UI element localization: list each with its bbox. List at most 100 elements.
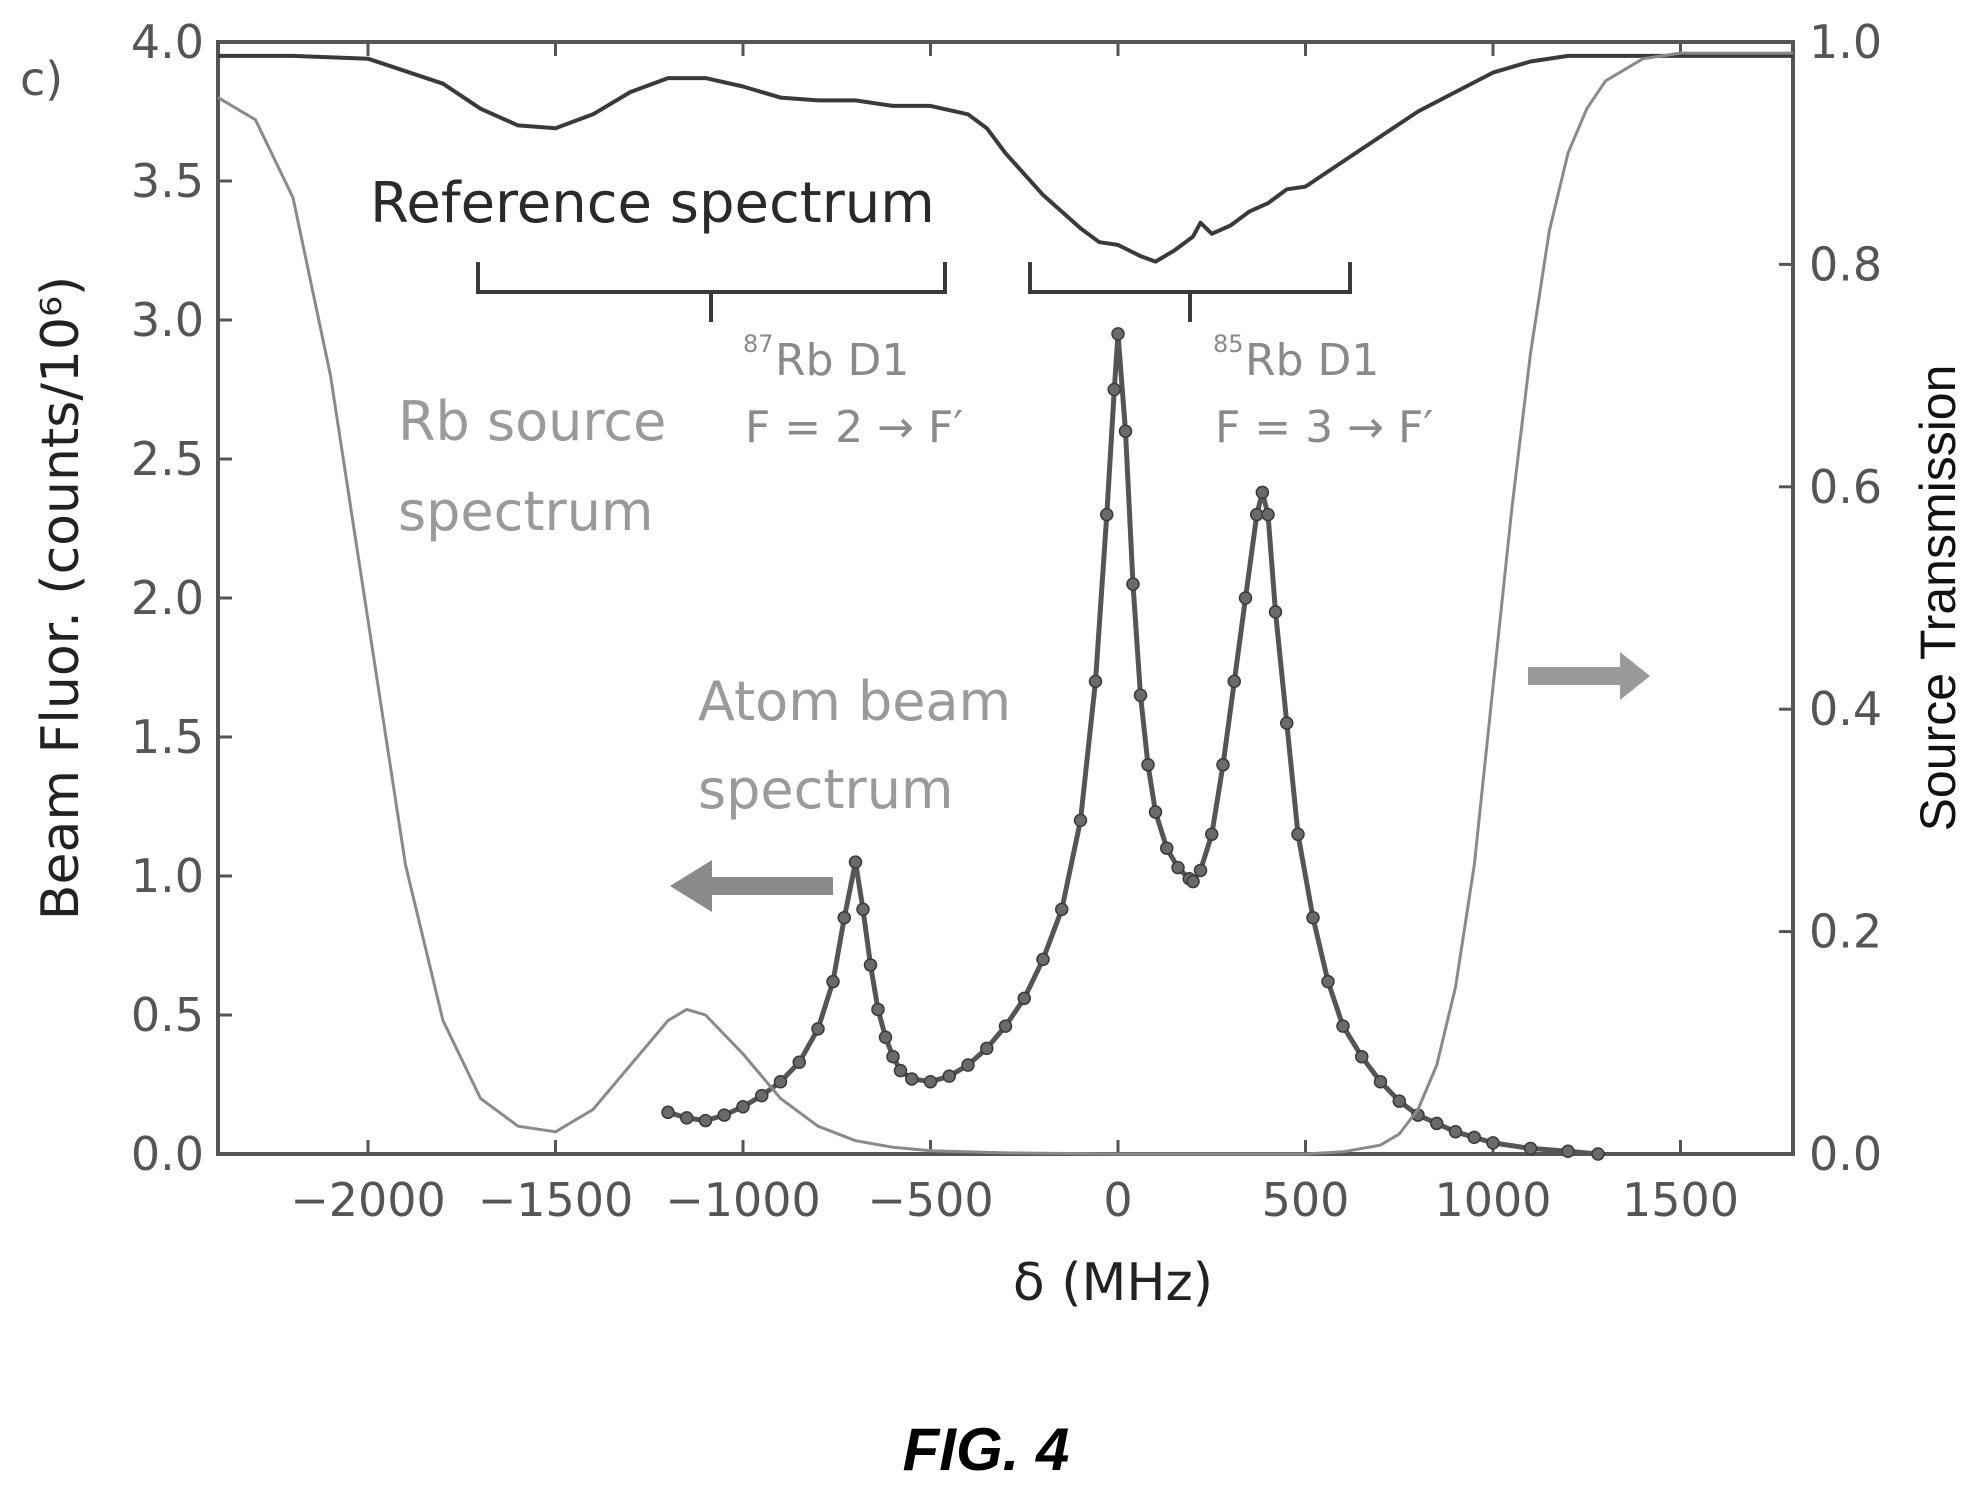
atom-beam-data-point — [717, 1108, 731, 1122]
x-axis-title: δ (MHz) — [1013, 1253, 1213, 1313]
atom-beam-data-point — [1268, 605, 1283, 619]
y2-tick-label: 0.8 — [1809, 237, 1882, 291]
atom-beam-data-point — [961, 1058, 975, 1072]
reference-spectrum-label: Reference spectrum — [370, 171, 935, 236]
y-tick-label: 2.5 — [131, 432, 204, 486]
x-tick-label: −2000 — [290, 1173, 446, 1227]
x-tick-label: 500 — [1262, 1173, 1350, 1227]
atom-beam-data-point — [856, 902, 870, 917]
atom-beam-data-point — [826, 974, 840, 989]
atom-beam-data-point — [1261, 507, 1275, 522]
atom-beam-data-point — [1133, 688, 1148, 703]
atom-beam-data-point — [1306, 910, 1320, 925]
y2-axis-ticks: 0.0 0.2 0.4 0.6 0.8 1.0 — [1779, 15, 1882, 1181]
y-tick-label: 3.5 — [131, 154, 204, 208]
atom-beam-data-point — [837, 910, 851, 925]
atom-beam-data-point — [1591, 1147, 1605, 1161]
y-tick-label: 2.0 — [131, 571, 204, 625]
y-tick-label: 4.0 — [131, 15, 204, 69]
atom-beam-data-point — [773, 1074, 788, 1089]
x-tick-label: 1000 — [1434, 1173, 1551, 1227]
panel-label: c) — [20, 52, 63, 106]
atom-beam-data-point — [942, 1069, 956, 1083]
y2-tick-label: 0.0 — [1809, 1127, 1882, 1181]
atom-beam-data-point — [1160, 841, 1174, 855]
atom-beam-data-point — [1291, 827, 1305, 842]
atom-beam-data-point — [1448, 1125, 1463, 1139]
atom-beam-data-point — [1111, 327, 1125, 341]
atom-beam-label-line1: Atom beam — [698, 670, 1011, 733]
atom-beam-data-point — [1373, 1074, 1388, 1089]
atom-beam-data-point — [1561, 1144, 1575, 1158]
y-tick-label: 0.0 — [131, 1127, 204, 1181]
atom-beam-data-point — [1100, 507, 1114, 522]
y-axis-title: Beam Fluor. (counts/10⁶) — [31, 276, 91, 920]
x-tick-label: −500 — [867, 1173, 993, 1227]
rb87-bracket — [476, 262, 947, 322]
atom-beam-data-point — [1205, 827, 1219, 842]
y-tick-label: 1.5 — [131, 710, 204, 764]
y-tick-label: 3.0 — [131, 293, 204, 347]
x-tick-label: 0 — [1103, 1173, 1132, 1227]
atom-beam-data-point — [1216, 758, 1230, 772]
atom-beam-data-point — [1148, 805, 1163, 819]
atom-beam-data-point — [848, 855, 863, 869]
y-tick-label: 1.0 — [131, 849, 204, 903]
atom-beam-data-point — [1355, 1049, 1369, 1064]
y2-tick-label: 0.2 — [1809, 905, 1882, 959]
x-tick-label: 1500 — [1622, 1173, 1739, 1227]
y2-tick-label: 0.6 — [1809, 460, 1882, 514]
atom-beam-data-point — [1088, 674, 1103, 689]
right-arrow-icon — [1528, 652, 1650, 700]
atom-beam-data-point — [1392, 1094, 1406, 1108]
rb87-transition: F = 2 → F′ — [745, 402, 963, 453]
atom-beam-data-point — [1238, 591, 1253, 605]
rb85-bracket — [1028, 262, 1352, 322]
atom-beam-label-line2: spectrum — [698, 758, 954, 821]
y2-axis-title: Source Transmission — [1910, 365, 1966, 832]
y-tick-label: 0.5 — [131, 988, 204, 1042]
atom-beam-data-point — [923, 1074, 938, 1089]
atom-beam-data-point — [1186, 874, 1200, 889]
atom-beam-data-point — [1321, 974, 1335, 989]
atom-beam-data-point — [736, 1099, 750, 1114]
rb-source-spectrum-line — [217, 51, 1793, 1156]
atom-beam-data-point — [1141, 758, 1155, 772]
atom-beam-data-point — [755, 1088, 769, 1103]
atom-beam-data-point — [905, 1072, 919, 1086]
atom-beam-data-point — [1486, 1136, 1500, 1150]
x-axis-ticks: −2000 −1500 −1000 −500 0 500 1000 1500 — [290, 42, 1739, 1227]
rb87-label: Rb D1 — [775, 335, 909, 386]
atom-beam-data-point — [792, 1055, 806, 1070]
rb85-label: Rb D1 — [1245, 335, 1379, 386]
y-axis-ticks: 0.0 0.5 1.0 1.5 2.0 2.5 3.0 3.5 4.0 — [131, 15, 232, 1181]
atom-beam-data-point — [661, 1105, 675, 1120]
rb85-transition: F = 3 → F′ — [1215, 402, 1433, 453]
atom-beam-data-point — [863, 958, 878, 972]
atom-beam-data-point — [1193, 863, 1208, 878]
atom-beam-data-point — [1227, 674, 1241, 689]
atom-beam-data-point — [1118, 424, 1133, 438]
atom-beam-data-point — [1250, 507, 1264, 522]
atom-beam-data-point — [886, 1049, 900, 1064]
atom-beam-data-point — [1280, 716, 1294, 730]
atom-beam-data-point — [1255, 485, 1270, 500]
left-arrow-icon — [670, 860, 833, 912]
atom-beam-data-point — [1017, 991, 1031, 1006]
y2-tick-label: 1.0 — [1809, 15, 1882, 69]
atom-beam-data-point — [1467, 1130, 1481, 1145]
atom-beam-data-point — [1430, 1116, 1444, 1131]
atom-beam-data-point — [680, 1111, 694, 1125]
atom-beam-data-point — [878, 1030, 893, 1044]
atom-beam-data-point — [1073, 813, 1088, 828]
atom-beam-spectrum-line — [667, 331, 1599, 1157]
rb87-mass-number: 87 — [743, 330, 774, 358]
atom-beam-data-point — [1036, 952, 1050, 967]
x-tick-label: −1500 — [478, 1173, 634, 1227]
atom-beam-data-point — [1126, 577, 1140, 591]
atom-beam-data-point — [980, 1041, 994, 1056]
atom-beam-data-point — [871, 1002, 885, 1017]
rb85-mass-number: 85 — [1213, 330, 1244, 358]
x-tick-label: −1000 — [665, 1173, 821, 1227]
